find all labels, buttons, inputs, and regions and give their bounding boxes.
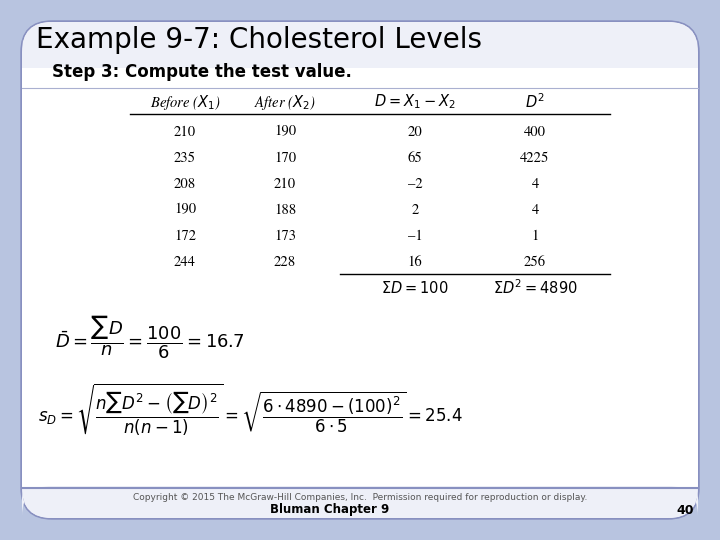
Text: 235: 235 xyxy=(174,151,196,165)
FancyBboxPatch shape xyxy=(22,22,698,518)
Text: 16: 16 xyxy=(408,255,423,269)
Text: 4225: 4225 xyxy=(521,151,549,165)
Text: 170: 170 xyxy=(274,151,296,165)
Text: 40: 40 xyxy=(676,503,694,516)
Text: $\Sigma D^2 = 4890$: $\Sigma D^2 = 4890$ xyxy=(492,279,577,298)
Text: After ($X_2$): After ($X_2$) xyxy=(254,92,316,111)
Text: 188: 188 xyxy=(274,203,296,217)
Text: 173: 173 xyxy=(274,230,296,242)
Text: Example 9-7: Cholesterol Levels: Example 9-7: Cholesterol Levels xyxy=(36,26,482,54)
Text: Before ($X_1$): Before ($X_1$) xyxy=(150,92,220,111)
Text: 400: 400 xyxy=(524,125,546,139)
Text: 210: 210 xyxy=(174,125,196,139)
Text: 190: 190 xyxy=(274,125,296,139)
FancyBboxPatch shape xyxy=(22,22,698,518)
Text: 190: 190 xyxy=(174,203,196,217)
Text: 2: 2 xyxy=(411,203,419,217)
Text: 20: 20 xyxy=(408,125,423,139)
FancyBboxPatch shape xyxy=(22,486,698,518)
Text: $\Sigma D = 100$: $\Sigma D = 100$ xyxy=(382,280,449,296)
Text: 1: 1 xyxy=(531,230,539,242)
Text: 65: 65 xyxy=(408,151,423,165)
Text: $D^2$: $D^2$ xyxy=(525,93,545,111)
Text: –2: –2 xyxy=(408,177,423,191)
Text: 244: 244 xyxy=(174,255,196,269)
Text: Bluman Chapter 9: Bluman Chapter 9 xyxy=(271,503,390,516)
Text: $\bar{D} = \dfrac{\sum D}{n} = \dfrac{100}{6} = 16.7$: $\bar{D} = \dfrac{\sum D}{n} = \dfrac{10… xyxy=(55,315,244,361)
Text: –1: –1 xyxy=(408,230,423,242)
Text: 256: 256 xyxy=(524,255,546,269)
Text: 172: 172 xyxy=(174,230,196,242)
FancyBboxPatch shape xyxy=(22,22,698,68)
Text: 208: 208 xyxy=(174,177,196,191)
FancyBboxPatch shape xyxy=(22,68,698,488)
Text: $D = X_1 - X_2$: $D = X_1 - X_2$ xyxy=(374,93,456,111)
Text: 228: 228 xyxy=(274,255,296,269)
Text: $s_D = \sqrt{\dfrac{n\sum D^2 - \left(\sum D\right)^2}{n\left(n-1\right)}}$$= \s: $s_D = \sqrt{\dfrac{n\sum D^2 - \left(\s… xyxy=(38,382,463,438)
Text: 210: 210 xyxy=(274,177,296,191)
Text: 4: 4 xyxy=(531,203,539,217)
Text: Copyright © 2015 The McGraw-Hill Companies, Inc.  Permission required for reprod: Copyright © 2015 The McGraw-Hill Compani… xyxy=(132,494,588,503)
Text: 4: 4 xyxy=(531,177,539,191)
Text: Step 3: Compute the test value.: Step 3: Compute the test value. xyxy=(52,63,352,81)
